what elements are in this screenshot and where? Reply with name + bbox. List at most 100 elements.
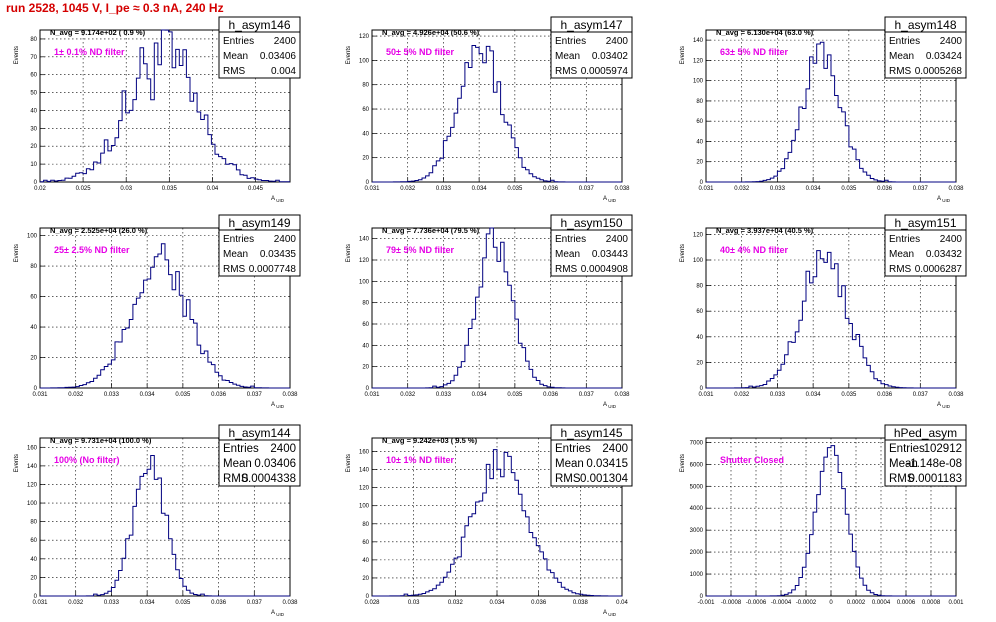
stats-title: h_asym144	[228, 426, 290, 440]
x-tick-label: 0.034	[140, 392, 156, 398]
x-axis-label: A UID	[271, 402, 285, 409]
stats-rms-label: RMS	[889, 66, 912, 77]
histogram-panel-h_asym146: 0.02 0.025 0.03 0.035 0.04 0.045 0 10 20 30 40 50 60…	[14, 16, 301, 203]
y-tick-label: 30	[30, 126, 37, 132]
stats-rms-value: 0.0006287	[915, 264, 963, 275]
stats-mean-value: 0.03406	[260, 51, 297, 62]
histogram-panel-h_asym151: 0.031 0.032 0.033 0.034 0.035 0.036 0.037 0.038…	[680, 214, 967, 409]
y-tick-label: 2000	[690, 550, 704, 556]
y-tick-label: 120	[693, 232, 704, 238]
y-tick-label: 60	[362, 107, 369, 113]
x-axis-label: A UID	[603, 402, 617, 409]
x-tick-label: 0.036	[877, 392, 893, 398]
plot-frame	[371, 29, 623, 183]
stats-entries-label: Entries	[555, 234, 586, 245]
stats-mean-label: Mean	[555, 458, 584, 470]
y-tick-label: 40	[30, 108, 37, 114]
stats-mean-value: 0.03424	[926, 51, 963, 62]
x-tick-label: 0.03	[120, 186, 132, 192]
y-tick-label: 80	[362, 301, 369, 307]
y-tick-label: 80	[362, 522, 369, 528]
x-tick-label: 0.036	[211, 392, 227, 398]
stats-rms-value: 0.0001183	[908, 473, 962, 485]
x-tick-label: 0	[829, 600, 833, 606]
x-tick-label: 0.031	[32, 600, 48, 606]
y-tick-label: 50	[30, 91, 37, 97]
stats-rms-label: RMS	[555, 264, 578, 275]
y-axis-label: Events	[680, 244, 686, 262]
y-tick-label: 40	[362, 131, 369, 137]
stats-box	[218, 16, 301, 79]
y-tick-label: 4000	[690, 506, 704, 512]
histogram-line	[40, 29, 290, 183]
x-tick-label: 0.038	[282, 392, 298, 398]
y-tick-label: 100	[693, 258, 704, 264]
stats-mean-label: Mean	[223, 249, 248, 260]
navg-label: N_avg = 9.731e+04 (100.0 %)	[50, 436, 152, 445]
navg-label: N_avg = 6.130e+04 (63.0 %)	[716, 28, 814, 37]
x-tick-label: 0.032	[68, 600, 84, 606]
filter-label: Shutter Closed	[720, 455, 784, 465]
x-tick-label: 0.032	[400, 392, 416, 398]
stats-entries-label: Entries	[889, 234, 920, 245]
stats-title: h_asym150	[560, 216, 622, 230]
y-tick-label: 5000	[690, 484, 704, 490]
filter-label: 100% (No filter)	[54, 455, 120, 465]
stats-box	[550, 424, 633, 487]
page-title: run 2528, 1045 V, I_pe ≈ 0.3 nA, 240 Hz	[6, 1, 224, 15]
stats-rms-value: 0.001304	[580, 473, 629, 485]
x-tick-label: 0.035	[507, 392, 523, 398]
y-tick-label: 20	[696, 360, 703, 366]
y-tick-label: 120	[693, 58, 704, 64]
navg-label: N_avg = 9.174e+02 ( 0.9 %)	[50, 28, 146, 37]
x-tick-label: 0.031	[32, 392, 48, 398]
stats-box	[550, 214, 633, 277]
x-tick-label: 0.037	[913, 392, 929, 398]
y-tick-label: 120	[359, 258, 370, 264]
x-tick-label: 0.037	[247, 600, 263, 606]
stats-entries-label: Entries	[223, 443, 259, 455]
x-tick-label: 0.035	[175, 600, 191, 606]
stats-box	[218, 214, 301, 277]
y-tick-label: 20	[362, 156, 369, 162]
x-axis-label: A UID	[603, 610, 617, 617]
stats-rms-value: 0.0004908	[581, 264, 629, 275]
y-tick-label: 40	[696, 139, 703, 145]
filter-label: 40± 4% ND filter	[720, 245, 788, 255]
y-tick-label: 10	[30, 162, 37, 168]
x-tick-label: 0.001	[948, 600, 964, 606]
y-axis-label: Events	[346, 244, 352, 262]
x-tick-label: -0.0004	[771, 600, 792, 606]
x-tick-label: 0.034	[472, 392, 488, 398]
x-tick-label: 0.031	[364, 186, 380, 192]
y-tick-label: 40	[30, 557, 37, 563]
y-tick-label: 60	[30, 73, 37, 79]
x-tick-label: 0.038	[282, 600, 298, 606]
stats-mean-label: Mean	[889, 51, 914, 62]
stats-title: h_asym151	[894, 216, 956, 230]
histogram-panel-h_asym144: 0.031 0.032 0.033 0.034 0.035 0.036 0.037 0.038…	[14, 424, 301, 617]
x-tick-label: 0.038	[614, 392, 630, 398]
navg-label: N_avg = 3.937e+04 (40.5 %)	[716, 226, 814, 235]
y-tick-label: 0	[366, 386, 370, 392]
x-tick-label: 0.035	[507, 186, 523, 192]
y-tick-label: 0	[366, 594, 370, 600]
x-tick-label: 0.032	[734, 186, 750, 192]
stats-box	[884, 424, 967, 487]
y-tick-label: 20	[30, 144, 37, 150]
stats-box	[884, 16, 967, 79]
y-tick-label: 140	[27, 464, 38, 470]
y-tick-label: 0	[34, 594, 38, 600]
histogram-panel-h_asym149: 0.031 0.032 0.033 0.034 0.035 0.036 0.037 0.038…	[14, 214, 301, 409]
y-tick-label: 20	[362, 365, 369, 371]
filter-label: 25± 2.5% ND filter	[54, 245, 130, 255]
stats-entries-value: 2400	[274, 234, 297, 245]
y-tick-label: 80	[362, 83, 369, 89]
y-tick-label: 70	[30, 55, 37, 61]
stats-rms-value: 0.0007748	[249, 264, 297, 275]
histogram-line	[40, 243, 290, 389]
y-tick-label: 100	[359, 58, 370, 64]
stats-entries-value: 2400	[274, 36, 297, 47]
y-tick-label: 120	[359, 486, 370, 492]
